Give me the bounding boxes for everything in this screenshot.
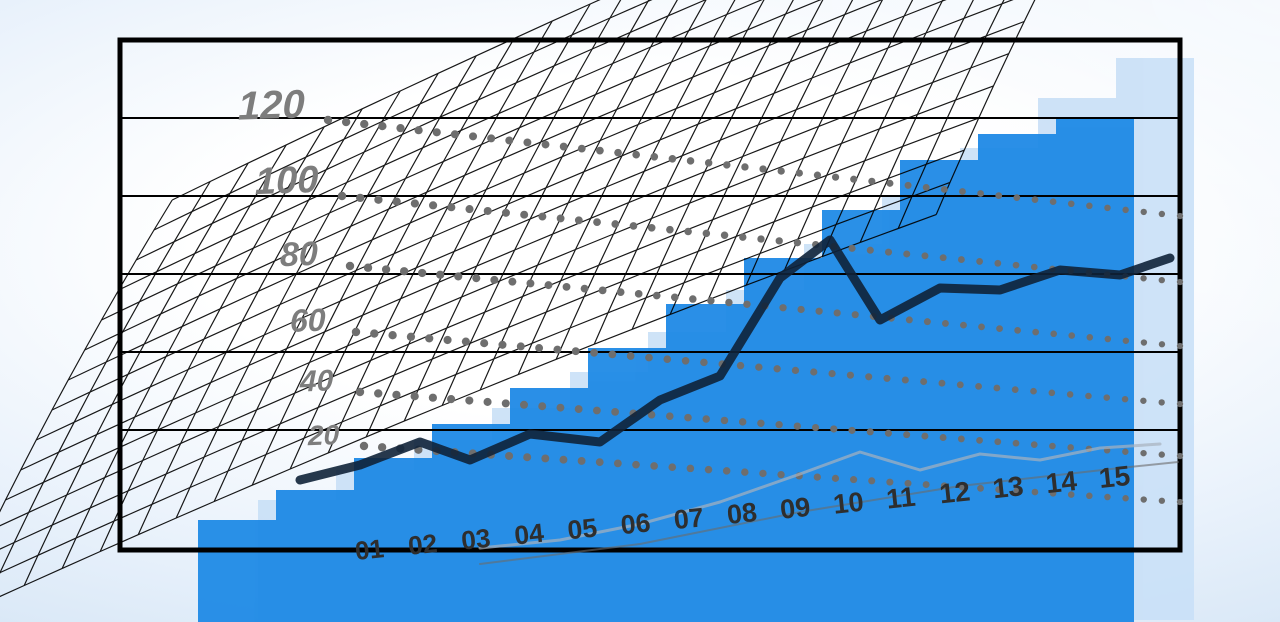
- y-axis-label: 20: [307, 419, 340, 451]
- y-axis-label: 40: [299, 364, 334, 398]
- x-axis-label: 02: [407, 528, 439, 561]
- x-axis-label: 09: [779, 491, 812, 525]
- x-axis-label: 03: [460, 523, 492, 556]
- x-axis-label: 11: [885, 481, 917, 515]
- x-axis-label: 04: [513, 518, 546, 551]
- x-axis-label: 08: [725, 497, 758, 530]
- x-axis-label: 07: [672, 502, 705, 535]
- x-axis-label: 10: [832, 486, 865, 520]
- x-axis-label: 06: [619, 507, 652, 540]
- chart-stage: 120 100 80 60 40 20 01 02 03 04 05 06 07 08 09 10 11 12 13…: [0, 0, 1280, 622]
- x-axis-label: 14: [1044, 465, 1079, 499]
- x-axis-label: 12: [938, 475, 972, 509]
- x-axis-label: 01: [353, 533, 385, 566]
- y-axis-label: 60: [290, 302, 326, 339]
- y-axis-label: 120: [238, 82, 305, 128]
- x-axis-label: 15: [1097, 460, 1131, 494]
- x-axis-label: 13: [991, 470, 1025, 504]
- chart-svg: 120 100 80 60 40 20 01 02 03 04 05 06 07 08 09 10 11 12 13…: [0, 0, 1280, 622]
- y-axis-label: 80: [280, 235, 318, 274]
- y-axis-label: 100: [255, 159, 318, 203]
- x-axis-label: 05: [566, 512, 599, 545]
